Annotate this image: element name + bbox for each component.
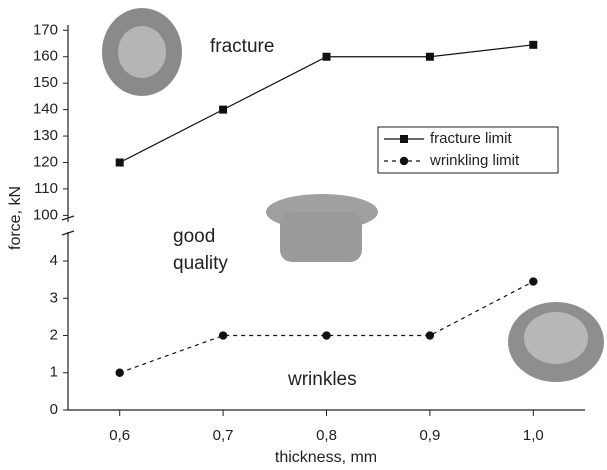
- data-point: [116, 159, 124, 167]
- data-point: [219, 106, 227, 114]
- y2-tick-label: 100: [33, 206, 58, 223]
- fractured-cup-image: [118, 26, 166, 78]
- annotation: wrinkles: [287, 369, 357, 390]
- legend-marker: [400, 135, 408, 143]
- annotation: good: [173, 226, 215, 247]
- y-tick-label: 4: [50, 252, 58, 269]
- x-axis-label: thickness, mm: [275, 449, 377, 466]
- part-images: [102, 8, 604, 382]
- data-point: [322, 331, 330, 339]
- legend-marker: [400, 157, 408, 165]
- x-tick-label: 0,6: [109, 427, 130, 444]
- wrinkled-cup-image: [524, 312, 588, 364]
- y-tick-label: 3: [50, 289, 58, 306]
- y2-tick-label: 120: [33, 153, 58, 170]
- y2-tick-label: 140: [33, 101, 58, 118]
- data-point: [426, 331, 434, 339]
- y-axis-label: force, kN: [7, 186, 24, 250]
- data-point: [426, 53, 434, 61]
- legend-label: fracture limit: [430, 130, 513, 147]
- good-cup-image: [280, 212, 362, 262]
- x-tick-label: 0,9: [419, 427, 440, 444]
- data-point: [529, 41, 537, 49]
- y-tick-label: 0: [50, 401, 58, 418]
- y2-tick-label: 110: [34, 180, 58, 197]
- y2-tick-label: 150: [33, 74, 58, 91]
- data-point: [323, 53, 331, 61]
- annotation: quality: [173, 253, 228, 274]
- x-tick-label: 1,0: [523, 427, 544, 444]
- legend-label: wrinkling limit: [429, 152, 520, 169]
- chart: fracture good quality wrinkles thickness…: [0, 0, 607, 470]
- data-point: [116, 369, 124, 377]
- data-point: [529, 277, 537, 285]
- y2-tick-label: 160: [33, 48, 58, 65]
- y-tick-label: 1: [50, 364, 58, 381]
- series-line: [120, 282, 534, 373]
- y2-tick-label: 130: [33, 127, 58, 144]
- annotation: fracture: [210, 36, 274, 57]
- x-tick-label: 0,8: [316, 427, 337, 444]
- y-tick-label: 2: [50, 326, 58, 343]
- x-tick-label: 0,7: [213, 427, 234, 444]
- data-point: [219, 331, 227, 339]
- y2-tick-label: 170: [33, 21, 58, 38]
